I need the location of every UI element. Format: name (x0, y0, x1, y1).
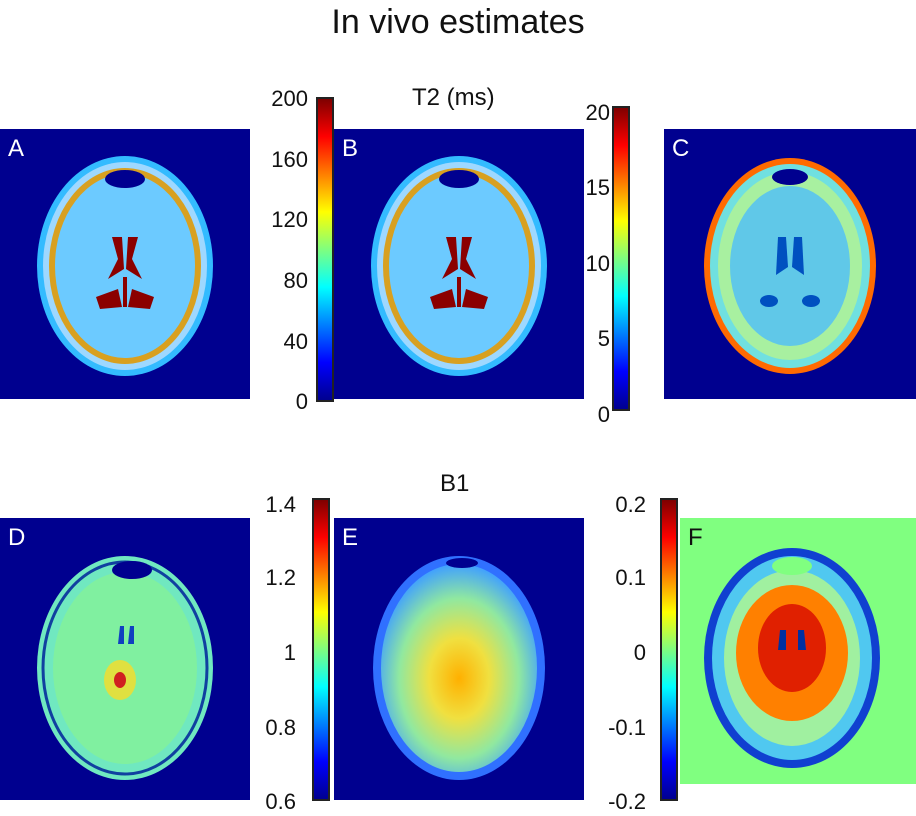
tick-label: 40 (283, 329, 308, 354)
tick-label: 15 (585, 175, 610, 200)
tick-label: 200 (271, 86, 308, 111)
panel-label-f: F (688, 524, 703, 551)
tick-label: 0 (295, 389, 308, 414)
tick-label: 10 (585, 251, 610, 276)
tick-label: 0 (597, 402, 610, 427)
panel-label-c: C (672, 135, 690, 162)
tick-label: 1.4 (265, 492, 296, 517)
panel-label-b: B (342, 135, 359, 162)
tick-label: 0.8 (265, 715, 296, 740)
panel-label-e: E (342, 524, 359, 551)
panel-d: D (0, 518, 250, 800)
tick-label: 5 (597, 326, 610, 351)
panel-a: A (0, 129, 250, 399)
tick-label: -0.2 (608, 789, 646, 814)
colorbar-b1-error (660, 498, 678, 801)
colorbar-t2 (316, 97, 334, 402)
panel-b: B (334, 129, 584, 399)
panel-label-d: D (8, 524, 26, 551)
tick-label: -0.1 (608, 715, 646, 740)
tick-label: 160 (271, 147, 308, 172)
colorbar-b1 (312, 498, 330, 801)
tick-label: 80 (283, 268, 308, 293)
row-title-t2: T2 (ms) (412, 84, 495, 111)
tick-label: 0.1 (615, 565, 646, 590)
panel-c: C (664, 129, 916, 399)
tick-label: 1 (283, 640, 296, 665)
panel-f: F (680, 518, 916, 784)
tick-label: 0.2 (615, 492, 646, 517)
tick-label: 120 (271, 207, 308, 232)
figure-title: In vivo estimates (331, 3, 585, 41)
tick-label: 20 (585, 100, 610, 125)
tick-label: 1.2 (265, 565, 296, 590)
panel-label-a: A (8, 135, 25, 162)
row-title-b1: B1 (440, 470, 470, 497)
tick-label: 0.6 (265, 789, 296, 814)
tick-label: 0 (633, 640, 646, 665)
panel-e: E (334, 518, 584, 800)
colorbar-t2-error (612, 106, 630, 411)
